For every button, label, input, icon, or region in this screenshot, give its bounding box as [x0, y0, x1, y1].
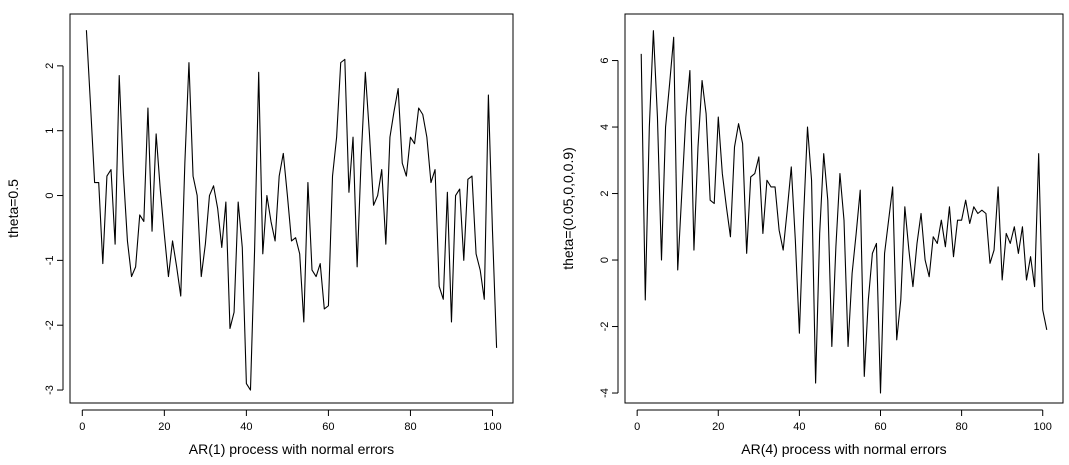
y-tick-label: -2	[599, 322, 611, 332]
y-tick-label: 1	[44, 128, 56, 134]
series-line	[85, 30, 498, 391]
y-tick-label: 0	[44, 192, 56, 198]
x-tick-label: 100	[483, 421, 501, 433]
chart-right: 0 20 40 60 80 100 -4 -2 0 2 4 6 AR(4) process with n…	[560, 13, 1064, 457]
x-tick-label: 60	[874, 421, 886, 433]
y-tick-label: 2	[44, 63, 56, 69]
x-axis-title: AR(4) process with normal errors	[741, 441, 946, 457]
plot-frame	[69, 13, 514, 404]
x-tick-label: 100	[1034, 421, 1052, 433]
y-tick-label: -4	[599, 388, 611, 398]
x-tick-label: 60	[322, 421, 334, 433]
x-tick-label: 40	[793, 421, 805, 433]
y-tick-label: 2	[599, 190, 611, 196]
x-tick-label: 20	[158, 421, 170, 433]
y-tick-label: 6	[599, 57, 611, 63]
x-tick-label: 80	[955, 421, 967, 433]
x-tick-label: 20	[712, 421, 724, 433]
x-tick-label: 40	[240, 421, 252, 433]
x-tick-label: 0	[79, 421, 85, 433]
y-axis-title: theta=(0.05,0,0,0.9)	[560, 147, 576, 270]
y-tick-label: 0	[599, 257, 611, 263]
chart-left: 0 20 40 60 80 100 -3 -2 -1 0 1 2 AR(1) process with …	[5, 13, 514, 457]
y-axis-title: theta=0.5	[5, 179, 21, 238]
series-line	[640, 30, 1048, 394]
y-tick-label: 4	[599, 124, 611, 130]
y-tick-label: -1	[44, 255, 56, 265]
y-tick-label: -3	[44, 385, 56, 395]
y-tick-label: -2	[44, 320, 56, 330]
x-axis-title: AR(1) process with normal errors	[189, 441, 394, 457]
plot-frame	[624, 13, 1064, 404]
x-tick-label: 0	[634, 421, 640, 433]
x-tick-label: 80	[404, 421, 416, 433]
